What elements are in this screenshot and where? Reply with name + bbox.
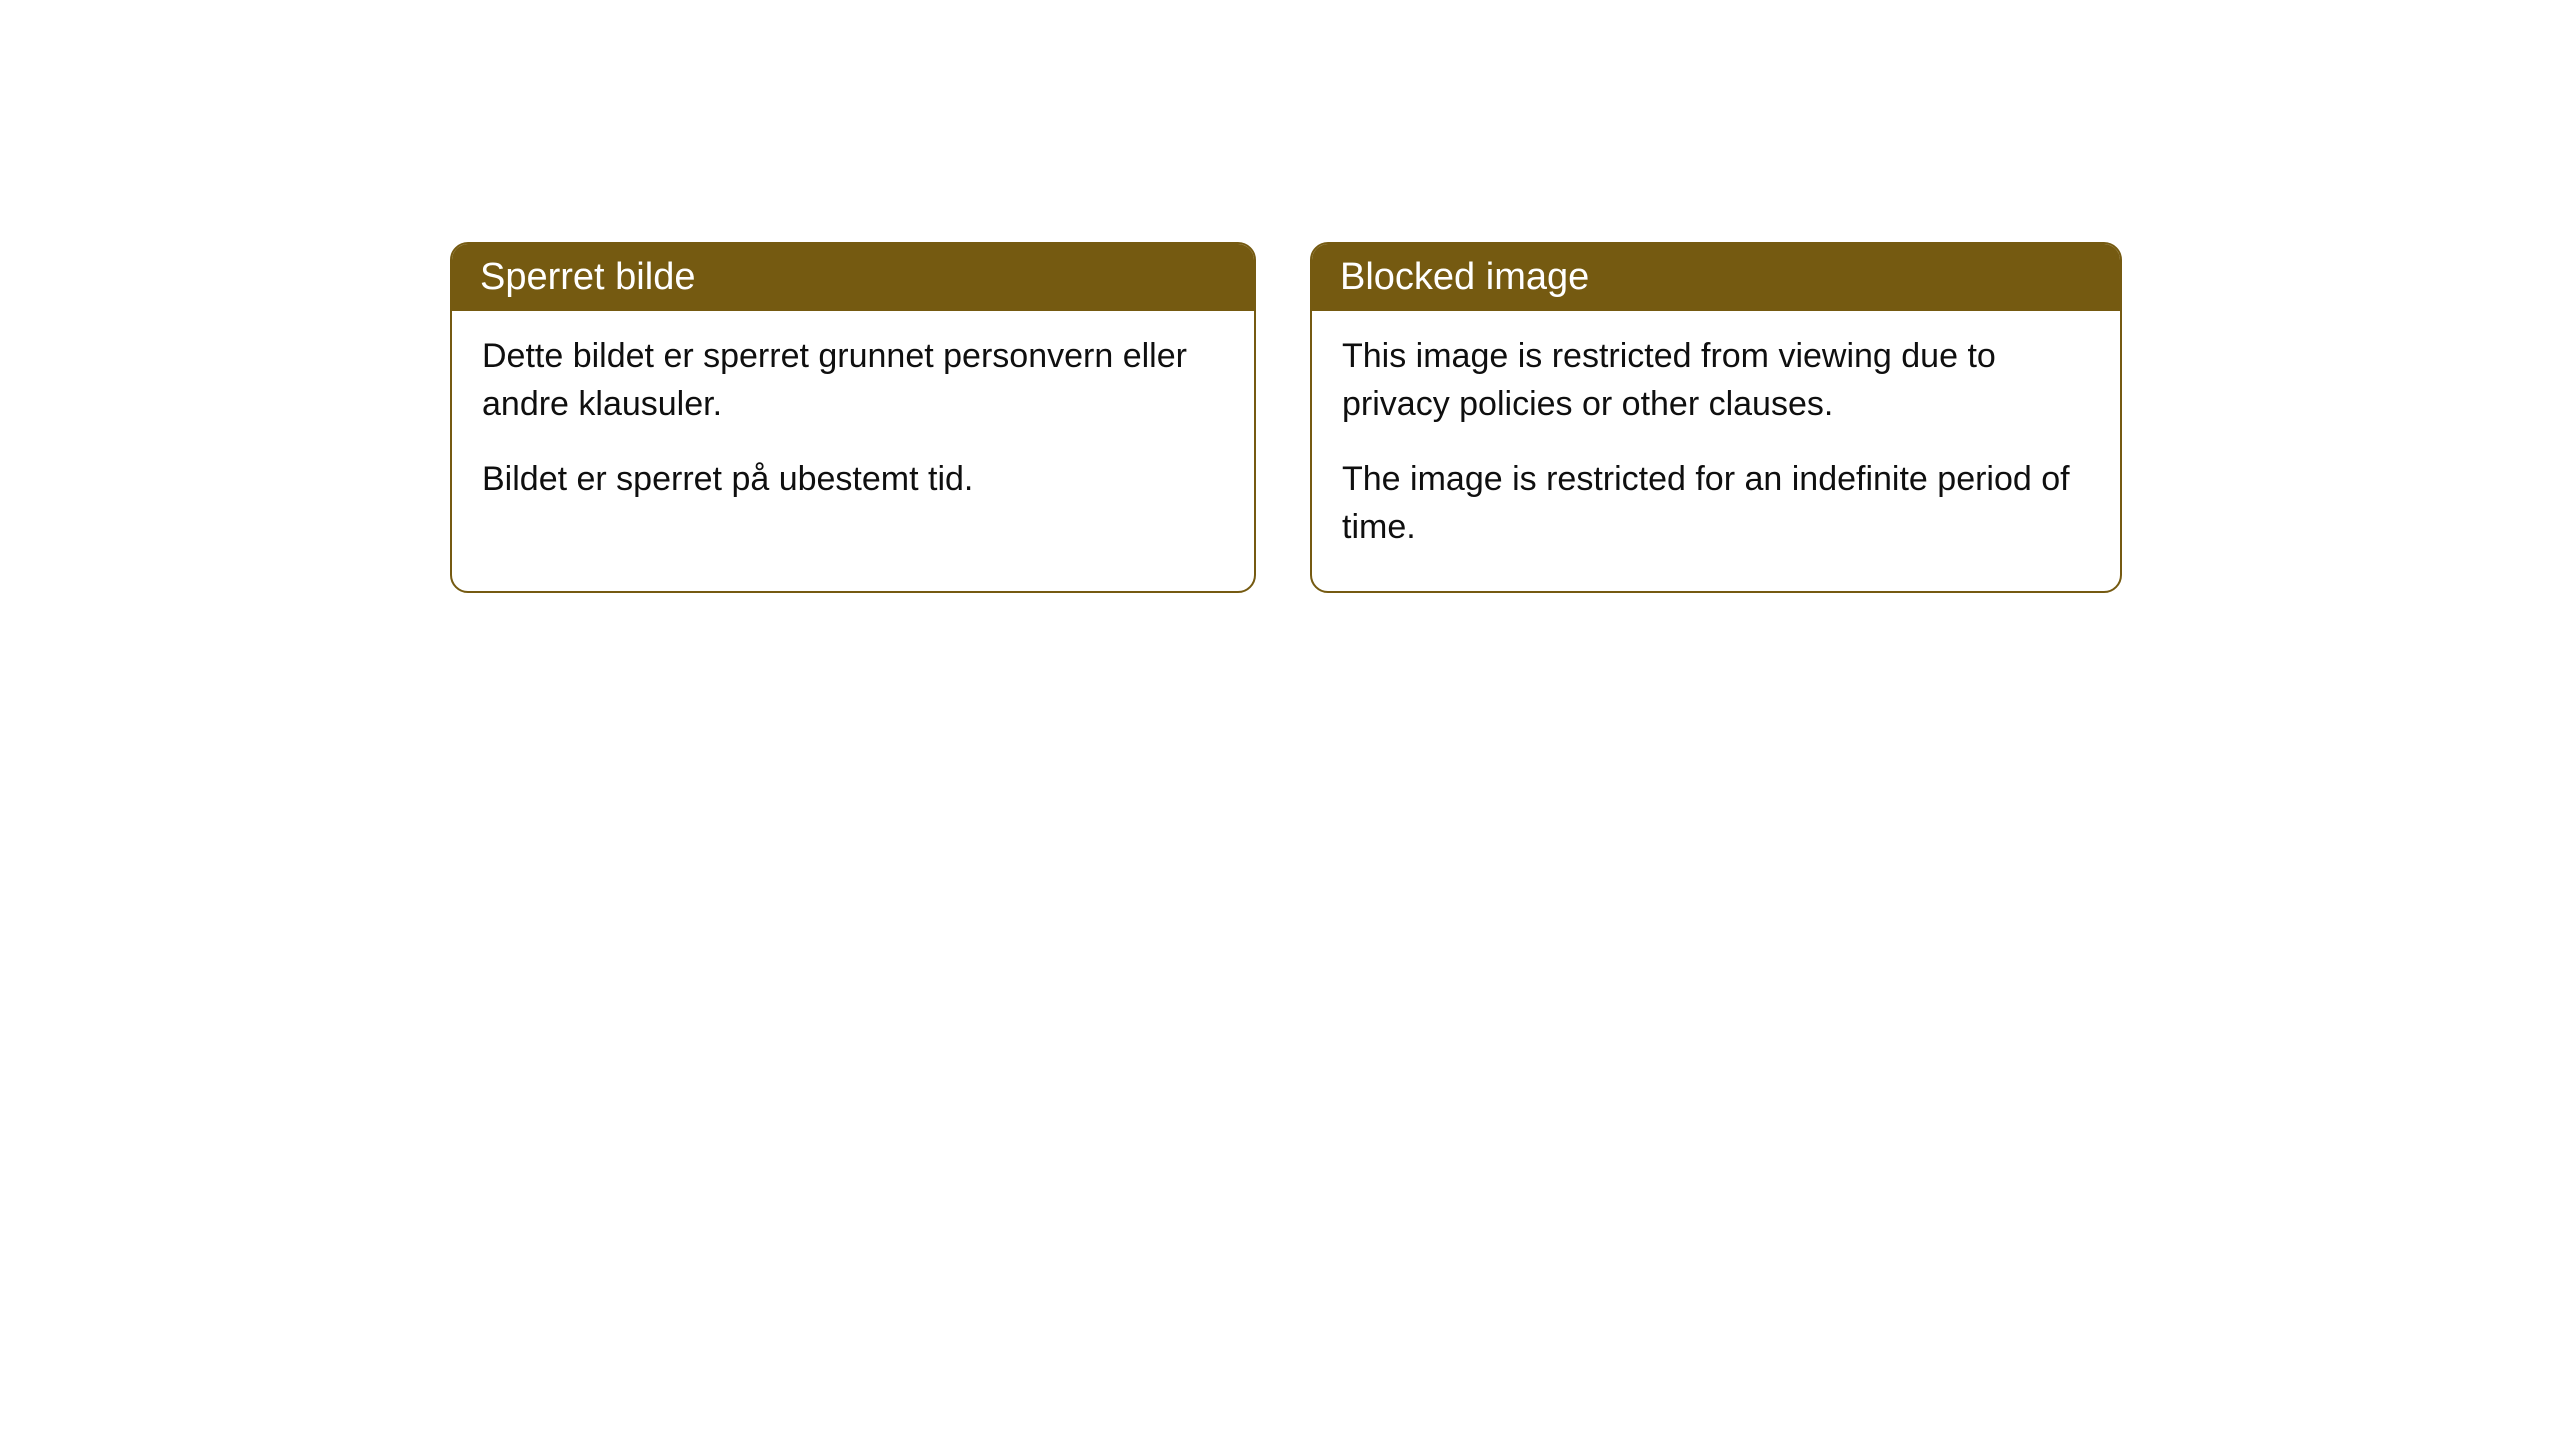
card-paragraph: Bildet er sperret på ubestemt tid.	[482, 456, 1224, 504]
card-title: Blocked image	[1340, 256, 1589, 298]
card-paragraph: The image is restricted for an indefinit…	[1342, 456, 2090, 551]
card-header-norwegian: Sperret bilde	[452, 244, 1254, 311]
card-header-english: Blocked image	[1312, 244, 2120, 311]
card-body-norwegian: Dette bildet er sperret grunnet personve…	[452, 311, 1254, 544]
notice-cards-container: Sperret bilde Dette bildet er sperret gr…	[450, 242, 2122, 593]
card-title: Sperret bilde	[480, 256, 695, 298]
blocked-image-card-english: Blocked image This image is restricted f…	[1310, 242, 2122, 593]
blocked-image-card-norwegian: Sperret bilde Dette bildet er sperret gr…	[450, 242, 1256, 593]
card-body-english: This image is restricted from viewing du…	[1312, 311, 2120, 591]
card-paragraph: Dette bildet er sperret grunnet personve…	[482, 333, 1224, 428]
card-paragraph: This image is restricted from viewing du…	[1342, 333, 2090, 428]
